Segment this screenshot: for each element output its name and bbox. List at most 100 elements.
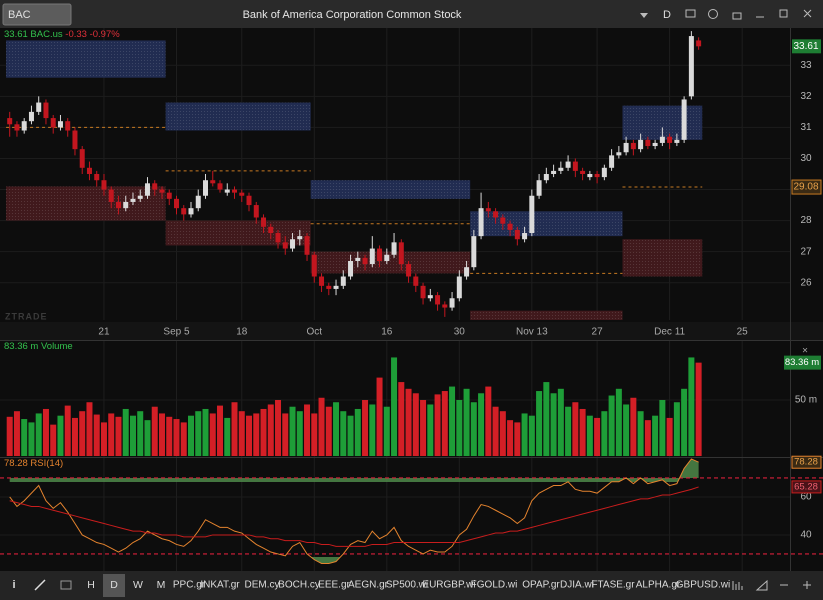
volume-bar (362, 400, 369, 456)
watchlist-symbol[interactable]: ALPHA.gr (636, 580, 681, 591)
volume-bar (13, 411, 20, 456)
volume-bar (412, 393, 419, 456)
candle-body (28, 111, 34, 122)
candle-body (21, 121, 27, 131)
candle-body (253, 205, 259, 218)
candle-body (333, 285, 339, 289)
volume-bar (340, 411, 347, 456)
close-pane-button[interactable]: × (802, 346, 808, 357)
watchlist-symbol[interactable]: EEE.gr (318, 580, 350, 591)
x-tick-label: Nov 13 (516, 327, 548, 338)
volume-bar (536, 391, 543, 456)
price-plot (6, 31, 703, 320)
period-button[interactable]: M (157, 579, 166, 591)
watchlist-symbol[interactable]: DJIA.wi (560, 580, 594, 591)
period-button[interactable]: H (87, 579, 95, 591)
candle-body (275, 233, 281, 243)
close-icon[interactable] (803, 9, 812, 18)
candle-body (500, 217, 506, 224)
volume-bar (238, 411, 245, 456)
candle-body (203, 180, 209, 196)
candle-body (65, 121, 71, 131)
volume-bar (108, 413, 115, 456)
chart-type-button[interactable] (732, 581, 743, 590)
volume-bar (166, 416, 173, 456)
period-button[interactable]: D (110, 579, 118, 591)
candle-body (188, 208, 194, 215)
volume-bar (637, 411, 644, 456)
candle-body (137, 195, 143, 199)
candle-body (311, 254, 317, 277)
header-field: Volume (41, 341, 73, 352)
volume-bar (158, 413, 165, 456)
volume-bar (224, 417, 231, 456)
watchlist-symbol[interactable]: DEM.cy (245, 580, 280, 591)
candle-body (413, 276, 419, 286)
table-button[interactable] (60, 580, 72, 590)
volume-bar (144, 420, 151, 456)
candle-body (159, 189, 165, 193)
watchlist-symbol[interactable]: BOCH.cy (278, 580, 320, 591)
interval-button[interactable]: D (663, 9, 671, 21)
symbol-input[interactable] (2, 3, 72, 26)
watchlist-symbol[interactable]: FGOLD.wi (471, 580, 518, 591)
candle-body (406, 264, 412, 277)
header-field: 83.36 m (4, 341, 38, 352)
candle-body (297, 236, 303, 240)
header-field: 78.28 (4, 458, 28, 469)
candle-body (304, 236, 310, 255)
last-volume-box (784, 355, 821, 370)
candle-body (398, 242, 404, 265)
candle-body (478, 208, 484, 237)
volume-bar (347, 415, 354, 456)
volume-bar (42, 408, 49, 456)
watchlist-symbol[interactable]: AEGN.gr (348, 580, 389, 591)
candle-body (246, 195, 252, 206)
candle-body (638, 139, 644, 150)
maximize-icon[interactable] (779, 9, 788, 18)
volume-bar (681, 388, 688, 456)
volume-bar (253, 413, 260, 456)
candle-body (667, 136, 673, 143)
candle-body (210, 180, 216, 184)
lock-icon[interactable] (732, 12, 742, 20)
candle-body (261, 217, 267, 227)
volume-bar (673, 402, 680, 456)
volume-bar (514, 422, 521, 456)
period-button[interactable]: W (133, 579, 143, 591)
volume-bar (420, 400, 427, 456)
candle-body (326, 285, 332, 289)
candle-body (232, 189, 238, 193)
watchlist-symbol[interactable]: INKAT.gr (200, 580, 240, 591)
volume-bar (296, 411, 303, 456)
candle-body (268, 226, 274, 234)
clock-icon[interactable] (708, 9, 718, 19)
volume-bar (507, 420, 514, 456)
volume-bar (644, 420, 651, 456)
volume-bar (129, 415, 136, 456)
volume-bar (180, 422, 187, 456)
volume-bar (325, 406, 332, 456)
zoom-in-button[interactable] (803, 581, 811, 589)
y-tick-label: 50 m (795, 395, 817, 406)
watchlist-symbol[interactable]: FTASE.gr (591, 580, 635, 591)
dropdown-icon[interactable] (640, 13, 648, 18)
last-price-box (792, 39, 821, 54)
watchlist-symbol[interactable]: EURGBP.wi (422, 580, 475, 591)
candle-body (659, 136, 665, 143)
candle-body (217, 183, 223, 190)
volume-bar (615, 388, 622, 456)
draw-tool-button[interactable] (34, 579, 46, 591)
overbought-fill (9, 458, 699, 482)
watchlist-symbol[interactable]: PPC.gr (173, 580, 206, 591)
volume-bar (86, 402, 93, 456)
watchlist-symbol[interactable]: GBPUSD.wi (676, 580, 730, 591)
volume-bar (485, 386, 492, 456)
supply-zone-texture (6, 40, 166, 78)
indicator-button[interactable] (755, 579, 768, 591)
info-button[interactable]: i (12, 579, 15, 591)
watchlist-symbol[interactable]: OPAP.gr (522, 580, 560, 591)
screen-icon[interactable] (685, 9, 696, 18)
watchlist-symbol[interactable]: SP500.wi (386, 580, 428, 591)
